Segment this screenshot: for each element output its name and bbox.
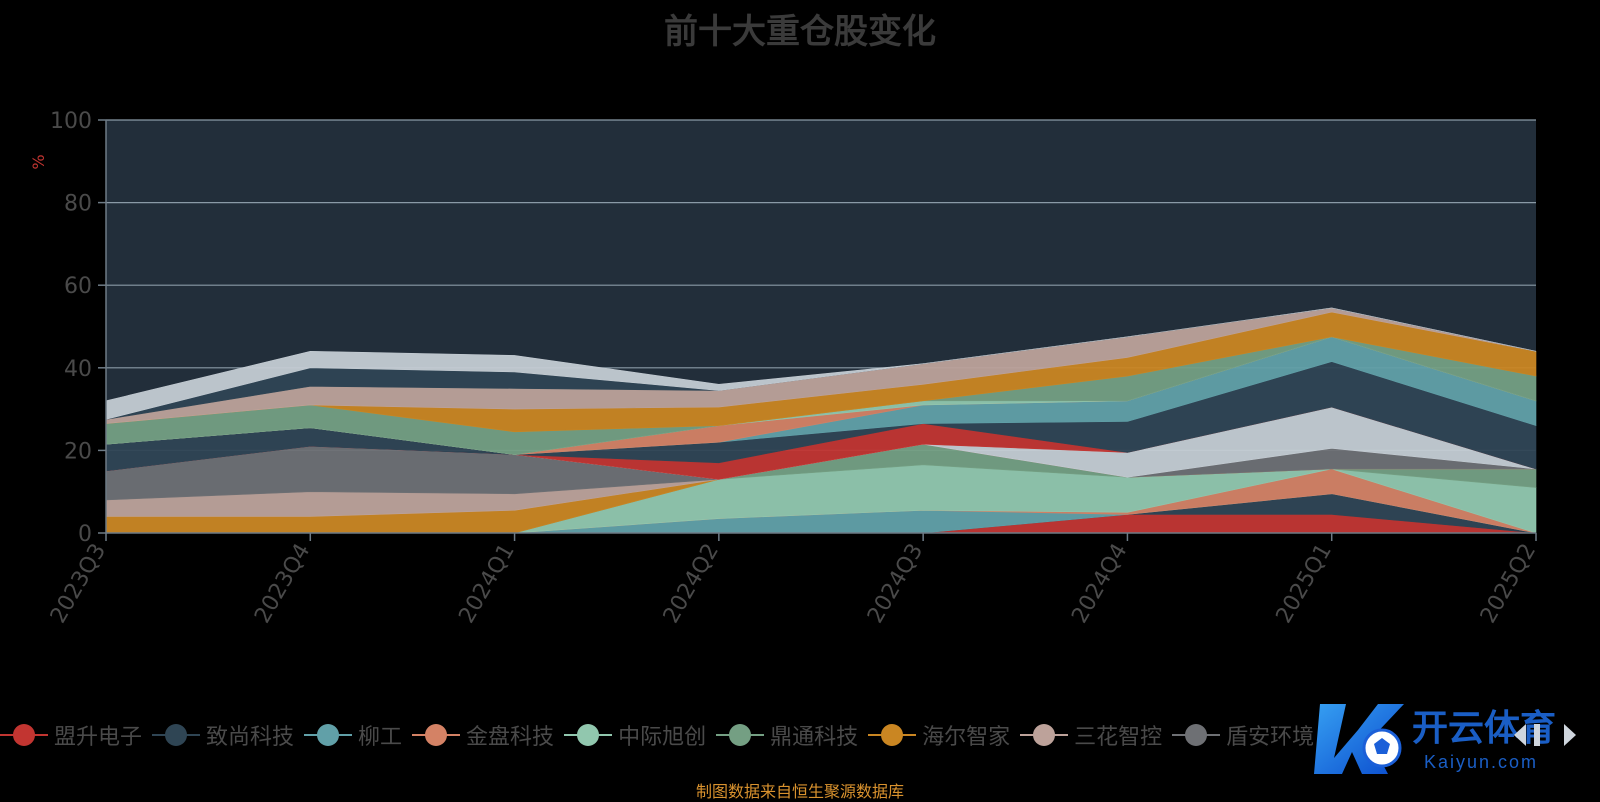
legend-label: 盾安环境: [1226, 725, 1315, 750]
watermark-domain: Kaiyun.com: [1424, 752, 1538, 772]
chart-area: 0 20 40 60 80 100 2023Q3 2023Q4 2024Q1 2024Q2 2024…: [29, 109, 1541, 628]
x-tick-label: 2024Q4: [1067, 540, 1132, 628]
x-tick-label: 2025Q1: [1272, 540, 1337, 628]
y-tick-label: 0: [78, 522, 92, 547]
legend-marker-icon: [152, 723, 201, 747]
legend-item[interactable]: 柳工: [304, 719, 402, 751]
kaiyun-logo-watermark: 开云体育 Kaiyun.com: [1314, 704, 1556, 774]
legend-item[interactable]: 三花智控: [1020, 719, 1162, 751]
legend-marker-icon: [0, 723, 48, 747]
x-tick-label: 2024Q2: [659, 540, 724, 628]
legend-label: 鼎通科技: [770, 725, 859, 750]
legend: 盟升电子 致尚科技 柳工 金盘科技 中际旭创 鼎通科技 海尔智家 三花智控 盾安环境: [0, 718, 1324, 752]
x-tick-label: 2024Q1: [454, 540, 519, 628]
x-tick-label: 2024Q3: [863, 540, 928, 628]
legend-label: 盟升电子: [54, 725, 143, 750]
legend-item[interactable]: 金盘科技: [412, 719, 554, 751]
x-tick-label: 2025Q2: [1476, 540, 1541, 628]
y-tick-label: 80: [64, 192, 92, 217]
watermark-brand: 开云体育: [1412, 707, 1556, 748]
y-tick-label: 60: [64, 274, 92, 299]
legend-item[interactable]: 盟升电子: [0, 719, 142, 751]
legend-marker-icon: [304, 723, 353, 747]
legend-marker-icon: [412, 723, 461, 747]
legend-item[interactable]: 致尚科技: [152, 719, 294, 751]
legend-label: 柳工: [358, 725, 403, 750]
y-tick-label: 100: [50, 109, 92, 134]
legend-marker-icon: [716, 723, 765, 747]
legend-pager-divider: [1534, 724, 1540, 746]
y-tick-label: 40: [64, 357, 92, 382]
legend-marker-icon: [1172, 723, 1221, 747]
legend-prev-arrow-icon[interactable]: [1514, 724, 1526, 746]
logo-ball-pattern: [1374, 738, 1390, 754]
legend-marker-icon: [1020, 723, 1069, 747]
legend-item[interactable]: 鼎通科技: [716, 719, 858, 751]
legend-item[interactable]: 海尔智家: [868, 719, 1010, 751]
legend-marker-icon: [564, 723, 613, 747]
legend-label: 三花智控: [1074, 725, 1163, 750]
source-note: 制图数据来自恒生聚源数据库: [695, 782, 904, 801]
legend-label: 中际旭创: [618, 725, 707, 750]
legend-pager: [1514, 724, 1576, 746]
y-axis-label: %: [29, 154, 48, 169]
legend-item[interactable]: 中际旭创: [564, 719, 706, 751]
legend-label: 金盘科技: [466, 725, 555, 750]
legend-marker-icon: [868, 723, 917, 747]
x-tick-label: 2023Q3: [46, 540, 111, 628]
logo-k-shape: [1314, 704, 1404, 774]
legend-label: 海尔智家: [922, 725, 1011, 750]
x-tick-label: 2023Q4: [250, 540, 315, 628]
legend-item[interactable]: 盾安环境: [1172, 719, 1314, 751]
area-29[interactable]: [105, 307, 1537, 420]
legend-label: 致尚科技: [206, 725, 295, 750]
y-tick-label: 20: [64, 439, 92, 464]
legend-next-arrow-icon[interactable]: [1564, 724, 1576, 746]
chart-title: 前十大重仓股变化: [664, 12, 936, 52]
